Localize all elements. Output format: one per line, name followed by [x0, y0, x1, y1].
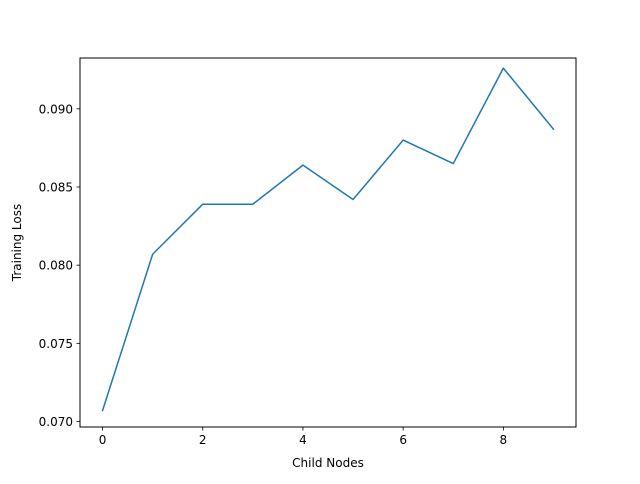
y-tick-label: 0.070	[39, 415, 73, 429]
x-tick-label: 8	[500, 433, 508, 447]
x-tick-label: 4	[299, 433, 307, 447]
y-tick-label: 0.090	[39, 102, 73, 116]
x-tick-label: 0	[99, 433, 107, 447]
x-tick-label: 6	[399, 433, 407, 447]
x-tick-label: 2	[199, 433, 207, 447]
y-tick-label: 0.080	[39, 259, 73, 273]
x-axis-label: Child Nodes	[292, 456, 364, 470]
y-tick-label: 0.085	[39, 180, 73, 194]
y-axis-label: Training Loss	[10, 204, 24, 282]
y-tick-label: 0.075	[39, 337, 73, 351]
